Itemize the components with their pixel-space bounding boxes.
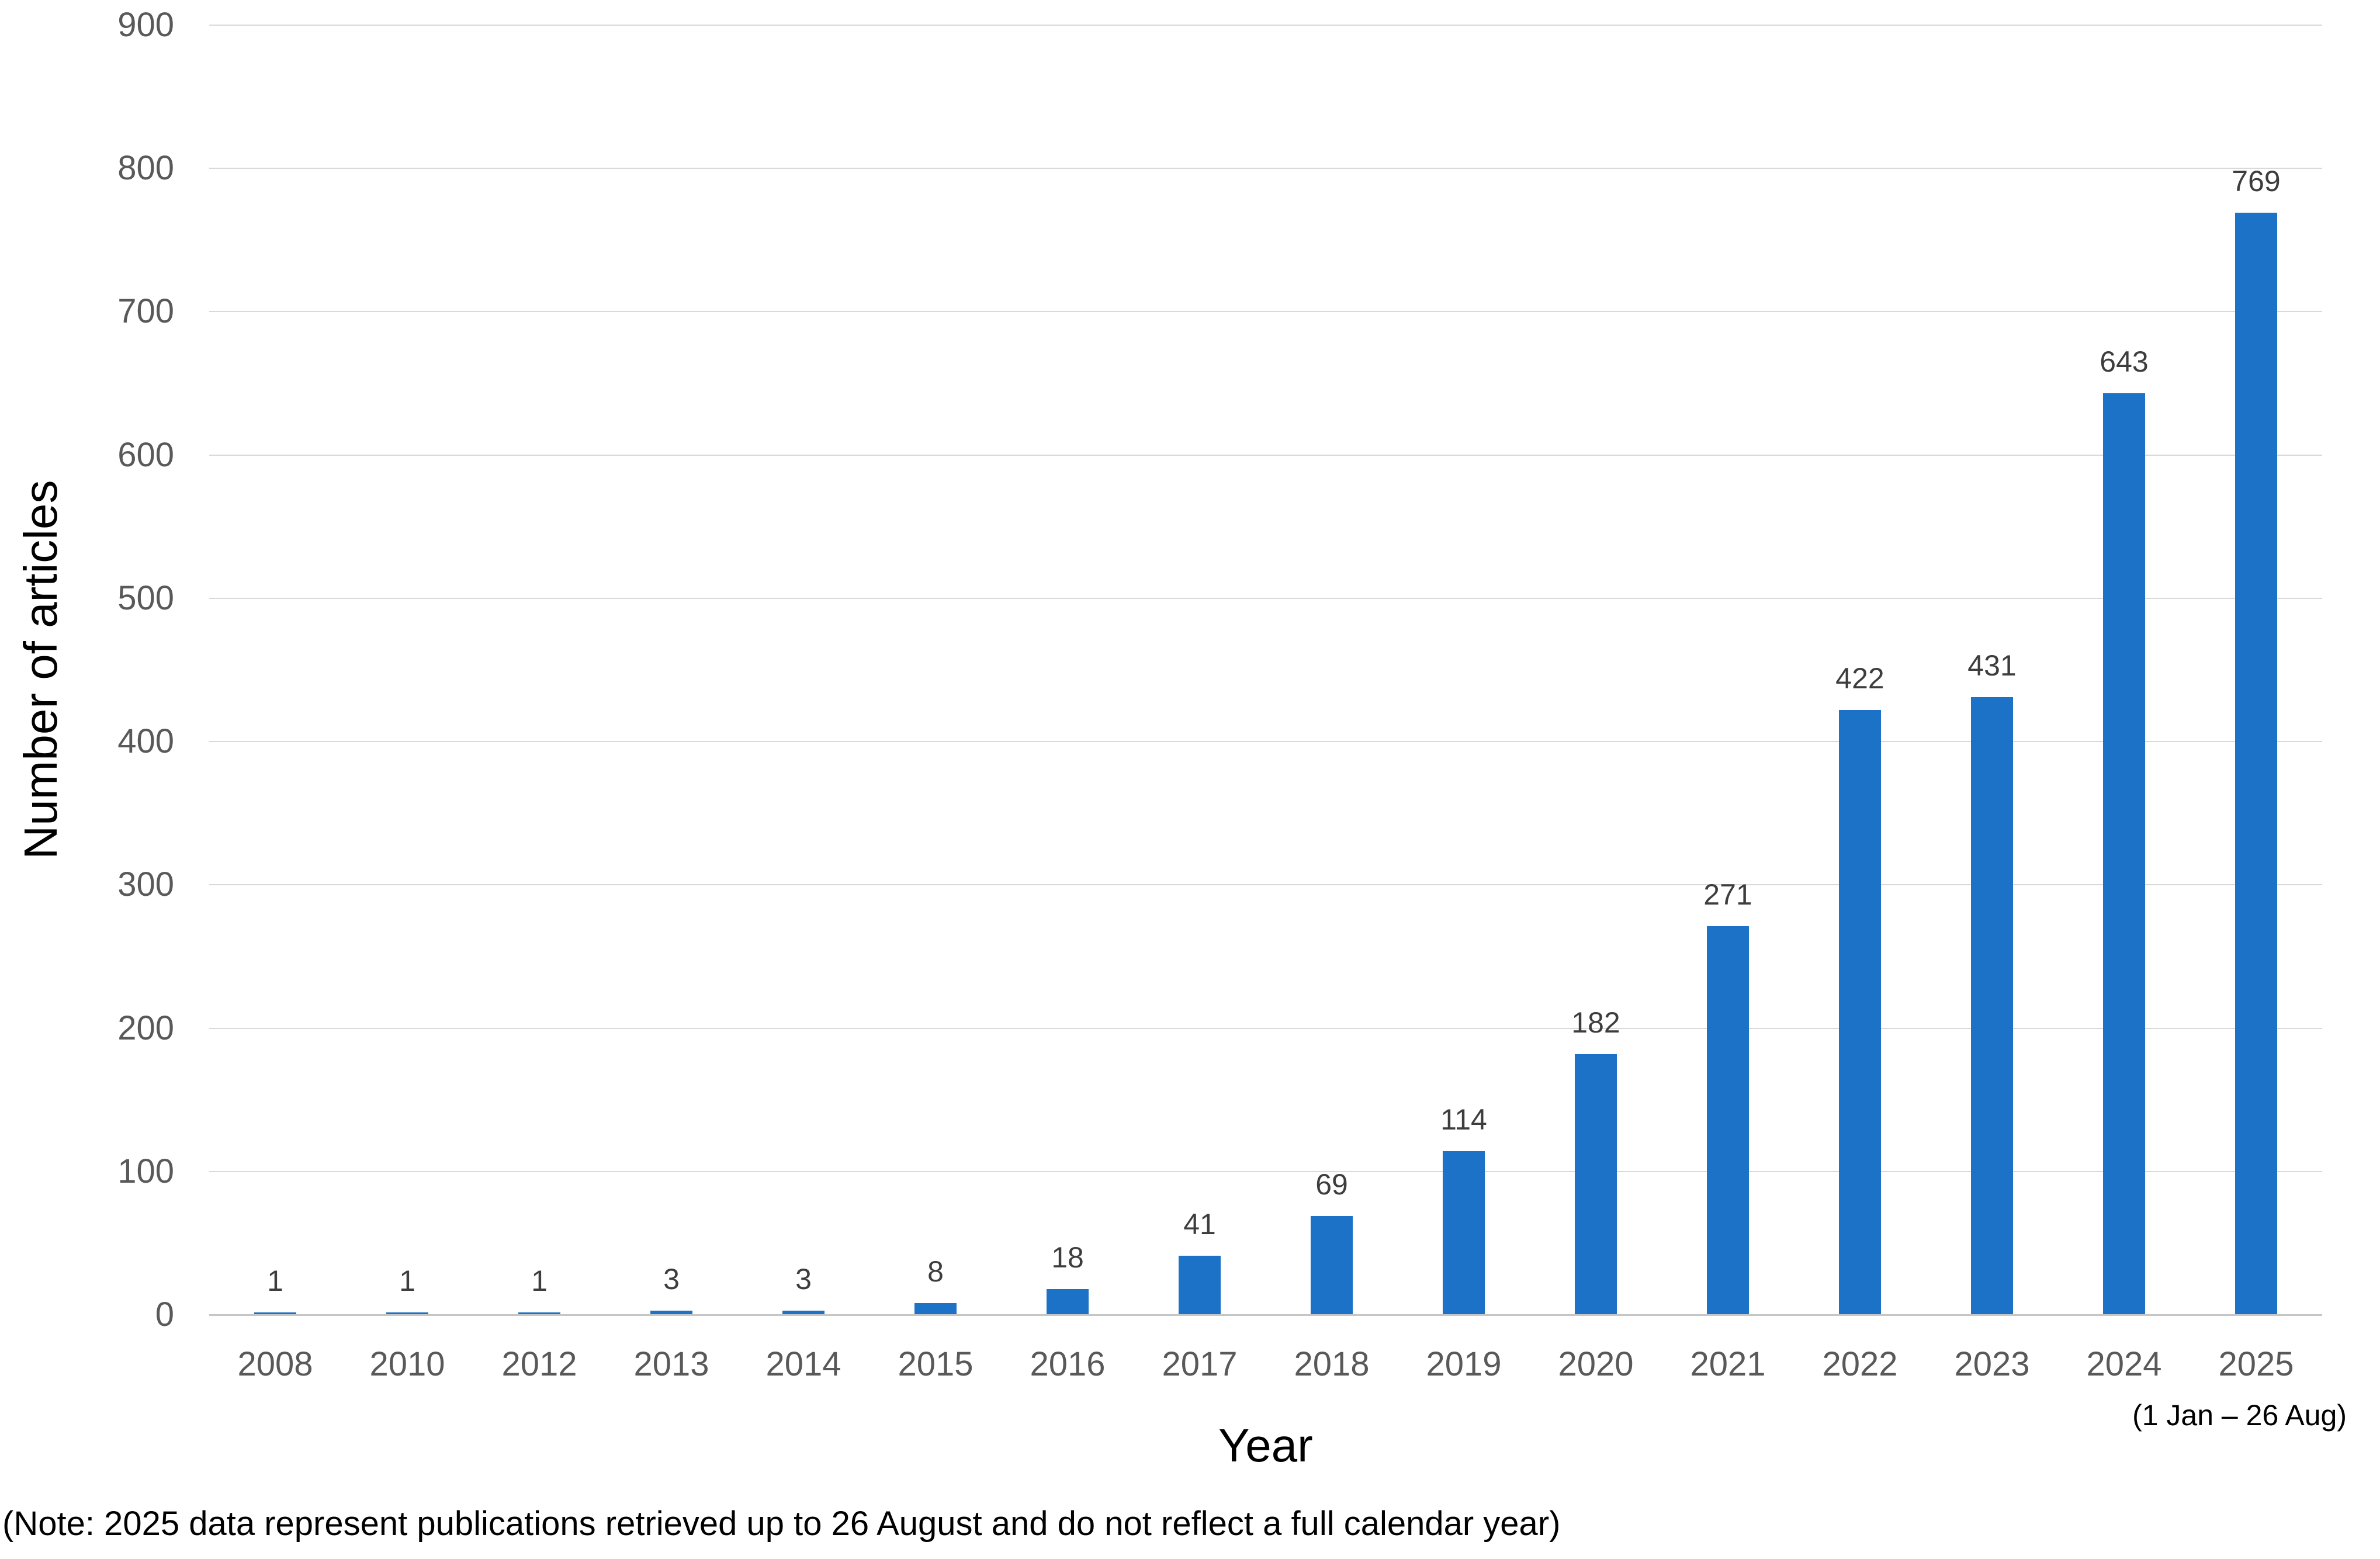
gridline-700 xyxy=(209,311,2322,312)
bar-value-label-2015: 8 xyxy=(927,1255,944,1288)
y-tick-label-500: 500 xyxy=(117,579,174,617)
bar-2010 xyxy=(386,1312,428,1315)
y-tick-label-0: 0 xyxy=(155,1295,174,1333)
x-tick-label-2021: 2021 xyxy=(1690,1345,1766,1383)
x-tick-label-2012: 2012 xyxy=(501,1345,577,1383)
x-tick-label-2020: 2020 xyxy=(1558,1345,1634,1383)
y-axis-title: Number of articles xyxy=(15,480,67,860)
bar-value-label-2021: 271 xyxy=(1703,878,1752,911)
gridline-800 xyxy=(209,168,2322,169)
x-tick-label-2018: 2018 xyxy=(1294,1345,1370,1383)
y-tick-label-200: 200 xyxy=(117,1009,174,1047)
bar-2019 xyxy=(1443,1151,1485,1315)
bar-2015 xyxy=(914,1303,957,1315)
y-tick-label-300: 300 xyxy=(117,865,174,903)
bar-2012 xyxy=(518,1312,560,1315)
bar-2023 xyxy=(1971,697,2013,1315)
bar-value-label-2014: 3 xyxy=(795,1263,812,1295)
x-tick-label-2008: 2008 xyxy=(237,1345,313,1383)
bar-2020 xyxy=(1575,1054,1617,1315)
gridline-400 xyxy=(209,741,2322,742)
x-tick-label-2017: 2017 xyxy=(1162,1345,1238,1383)
bar-value-label-2018: 69 xyxy=(1315,1168,1348,1201)
x-tick-label-2010: 2010 xyxy=(369,1345,445,1383)
bar-value-label-2025: 769 xyxy=(2232,165,2281,198)
bar-value-label-2013: 3 xyxy=(663,1263,680,1295)
gridline-600 xyxy=(209,455,2322,456)
y-tick-label-600: 600 xyxy=(117,436,174,474)
x-axis-sublabel-2025: (1 Jan – 26 Aug) xyxy=(2132,1399,2347,1432)
bar-value-label-2024: 643 xyxy=(2100,345,2149,378)
bar-value-label-2016: 18 xyxy=(1051,1241,1084,1274)
x-tick-label-2016: 2016 xyxy=(1030,1345,1106,1383)
x-axis-line xyxy=(209,1314,2322,1316)
x-tick-label-2015: 2015 xyxy=(898,1345,974,1383)
bar-value-label-2010: 1 xyxy=(399,1264,415,1297)
x-tick-label-2024: 2024 xyxy=(2086,1345,2162,1383)
bar-2017 xyxy=(1179,1256,1221,1315)
y-tick-label-800: 800 xyxy=(117,149,174,187)
x-tick-label-2025: 2025 xyxy=(2218,1345,2294,1383)
gridline-200 xyxy=(209,1028,2322,1029)
gridline-500 xyxy=(209,598,2322,599)
x-tick-label-2013: 2013 xyxy=(633,1345,709,1383)
y-tick-label-100: 100 xyxy=(117,1152,174,1190)
bar-2022 xyxy=(1839,710,1881,1315)
bar-2021 xyxy=(1707,926,1749,1315)
gridline-900 xyxy=(209,25,2322,26)
bar-2018 xyxy=(1311,1216,1353,1315)
x-tick-label-2022: 2022 xyxy=(1822,1345,1898,1383)
bar-2016 xyxy=(1047,1289,1089,1315)
bar-value-label-2022: 422 xyxy=(1835,662,1884,695)
gridline-100 xyxy=(209,1171,2322,1172)
y-tick-label-700: 700 xyxy=(117,292,174,330)
x-tick-label-2019: 2019 xyxy=(1426,1345,1502,1383)
bar-value-label-2008: 1 xyxy=(267,1264,283,1297)
bar-value-label-2019: 114 xyxy=(1440,1103,1487,1136)
bar-2013 xyxy=(650,1311,692,1315)
footnote: (Note: 2025 data represent publications … xyxy=(2,1505,1561,1543)
bar-2008 xyxy=(254,1312,296,1315)
y-tick-label-900: 900 xyxy=(117,6,174,44)
bar-value-label-2017: 41 xyxy=(1183,1208,1216,1241)
y-tick-label-400: 400 xyxy=(117,722,174,760)
x-tick-label-2023: 2023 xyxy=(1954,1345,2030,1383)
bar-value-label-2023: 431 xyxy=(1967,649,2017,682)
gridline-300 xyxy=(209,884,2322,885)
bar-2025 xyxy=(2235,213,2277,1315)
bar-value-label-2020: 182 xyxy=(1571,1006,1620,1039)
bar-value-label-2012: 1 xyxy=(531,1264,548,1297)
x-tick-label-2014: 2014 xyxy=(765,1345,841,1383)
bar-2024 xyxy=(2103,393,2145,1315)
bar-2014 xyxy=(782,1311,824,1315)
x-axis-title: Year xyxy=(1218,1419,1313,1471)
